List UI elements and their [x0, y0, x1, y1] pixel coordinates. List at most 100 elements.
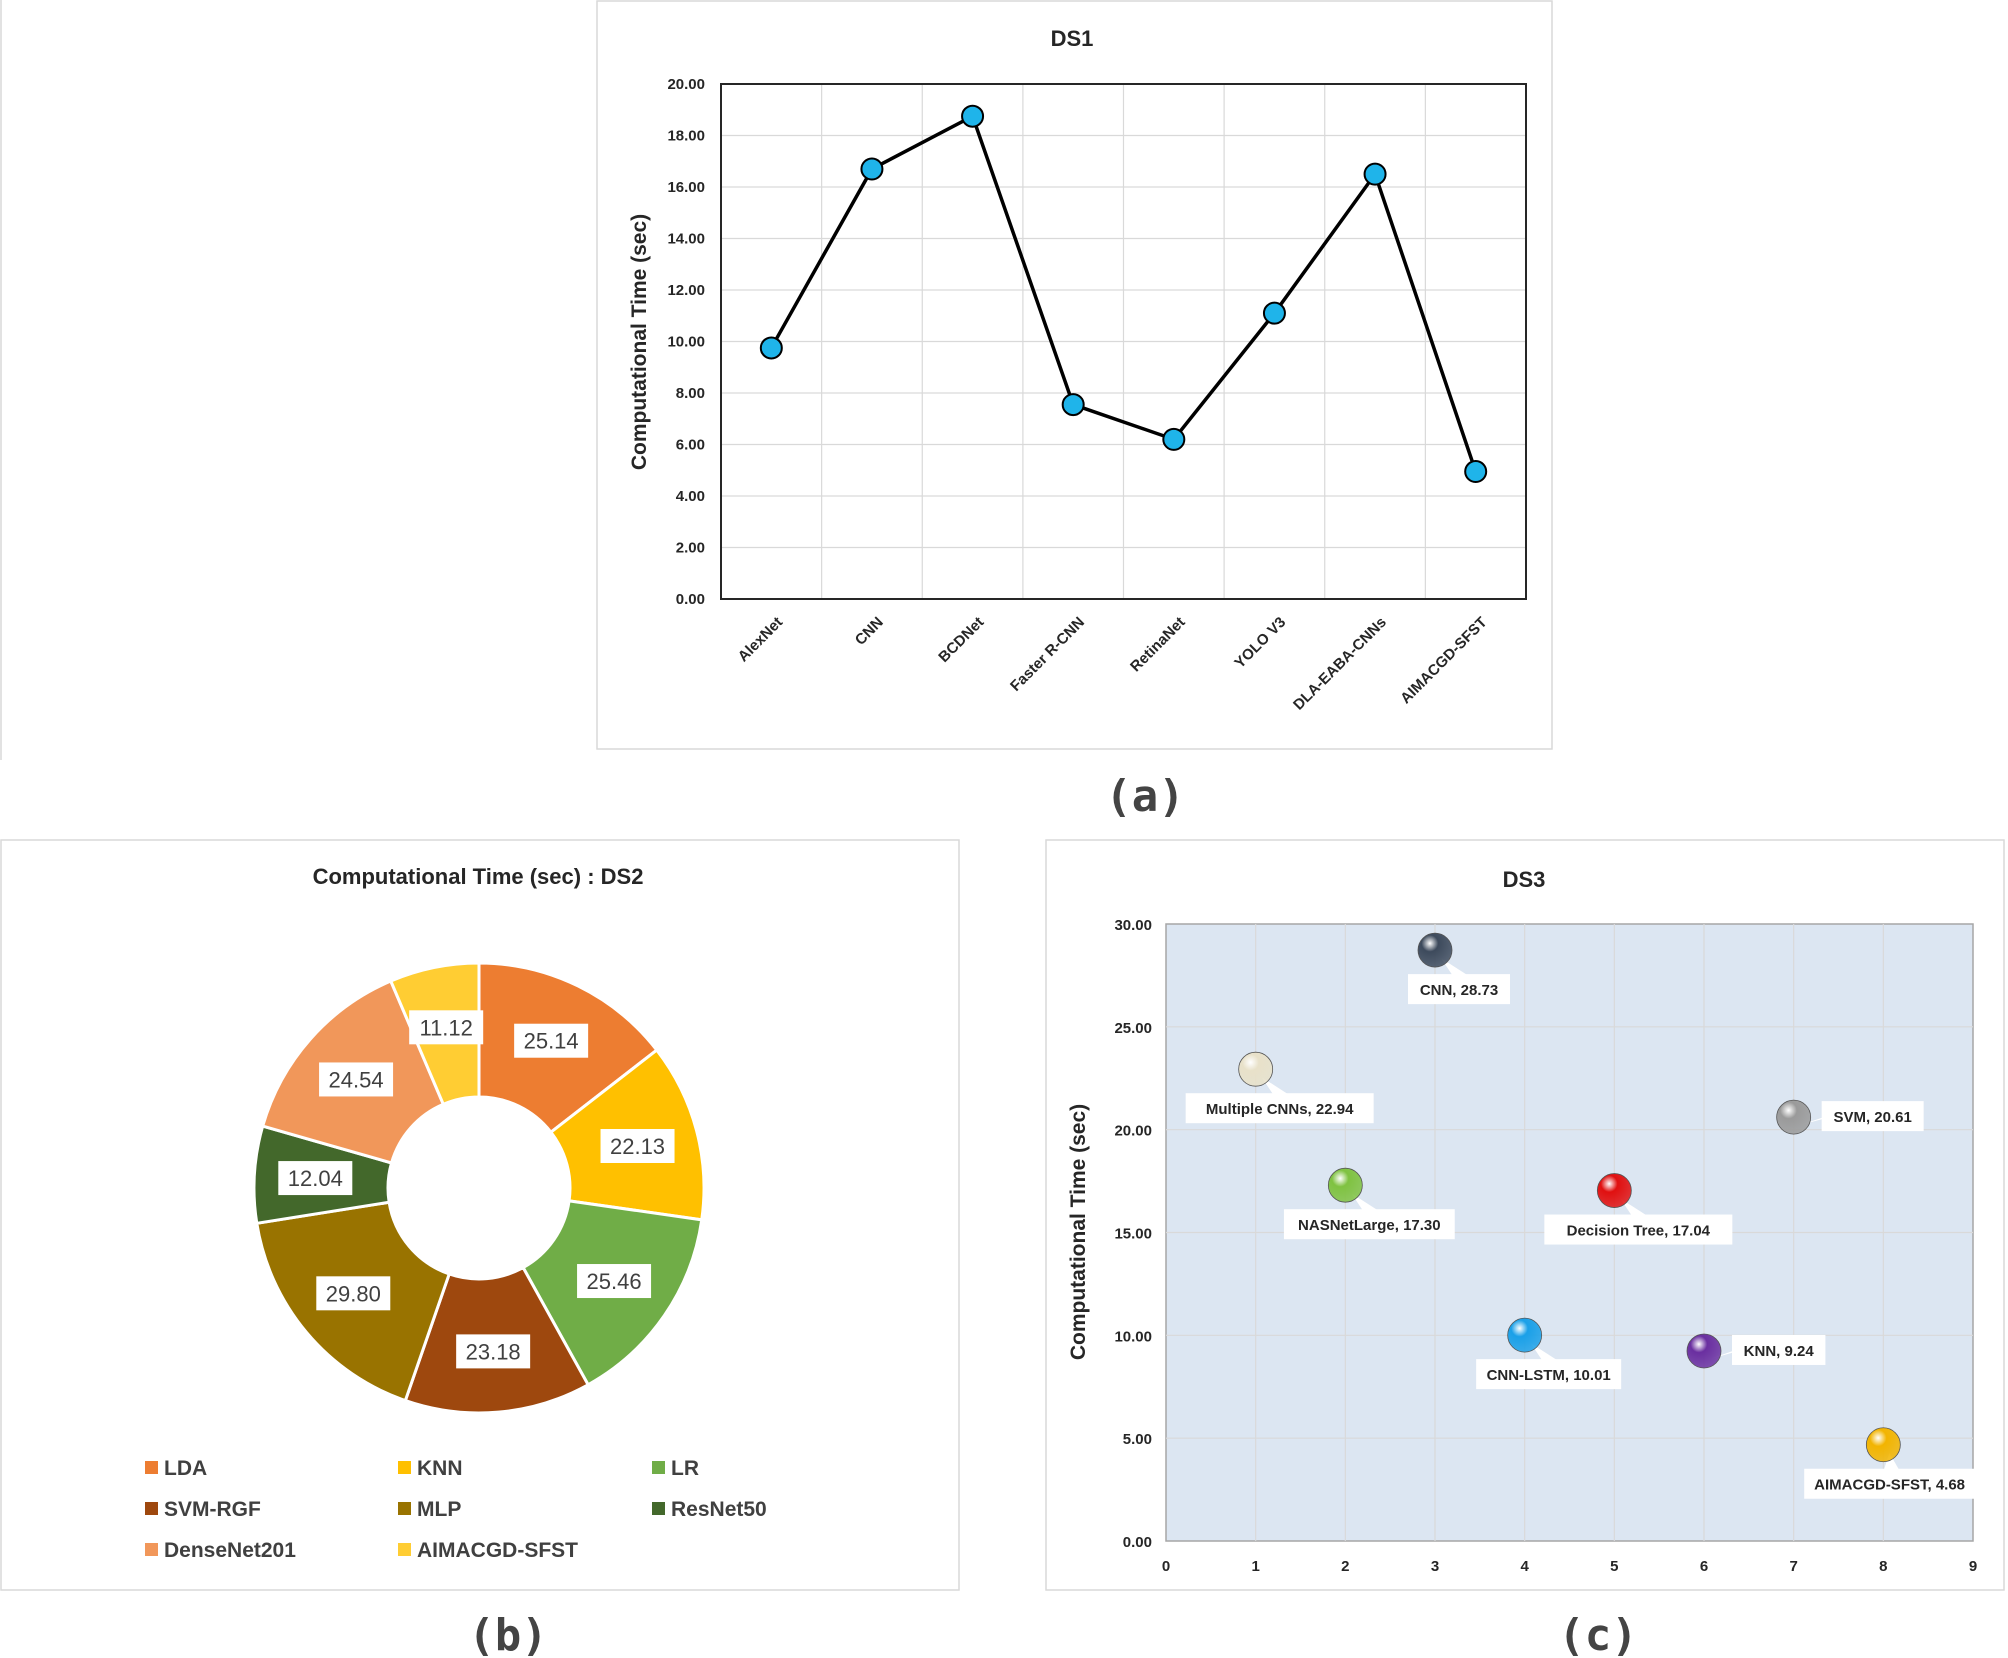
chart-b-data-labels: 25.14 22.13 25.46 23.18 29.80 12.04 24.54 11.12: [278, 1010, 675, 1369]
label-callout-pointer: [1261, 1077, 1290, 1096]
legend-swatch: [145, 1543, 158, 1556]
y-tick-label: 20.00: [1114, 1123, 1152, 1140]
y-tick-label: 6.00: [676, 437, 705, 454]
chart-b-title: Computational Time (sec) : DS2: [313, 864, 644, 889]
panel-b: Computational Time (sec) : DS2 25.14 22.1…: [0, 839, 960, 1591]
x-tick-label: 3: [1431, 1558, 1439, 1575]
data-label-box: [409, 1010, 484, 1045]
point-label: NASNetLarge, 17.30: [1298, 1217, 1441, 1234]
legend-swatch: [652, 1461, 665, 1474]
data-point: [1162, 427, 1186, 451]
data-label-box: [600, 1129, 675, 1164]
chart-a-plot-border: [720, 83, 1527, 600]
y-tick-label: 8.00: [676, 385, 705, 402]
data-point: [1507, 1317, 1543, 1353]
point-label-box: [1732, 1334, 1826, 1365]
data-point: [860, 157, 884, 181]
point-label: CNN-LSTM, 10.01: [1487, 1367, 1611, 1384]
data-point: [1238, 1051, 1274, 1087]
legend-swatch: [398, 1543, 411, 1556]
data-label-box: [514, 1023, 589, 1058]
point-label: Multiple CNNs, 22.94: [1206, 1101, 1354, 1118]
data-point: [1686, 1333, 1722, 1369]
panel-a: DS1 0.00 2.00 4.00 6.00 8.00 10.00 12.00 14.00 1…: [0, 0, 1553, 760]
legend-label: LDA: [164, 1457, 207, 1480]
x-tick-label: 5: [1610, 1558, 1618, 1575]
y-tick-label: 30.00: [1114, 917, 1152, 934]
x-tick-label: 0: [1162, 1558, 1170, 1575]
data-point: [1865, 1427, 1901, 1463]
x-tick-label: 1: [1251, 1558, 1259, 1575]
point-label: KNN, 9.24: [1744, 1343, 1815, 1360]
data-point: [1262, 301, 1286, 325]
point-label-box: [1821, 1101, 1924, 1132]
label-callout-pointer: [1620, 1198, 1649, 1217]
chart-b-legend: LDA KNN LR SVM-RGF MLP ResNet50 DenseNet201 AIM…: [145, 1457, 767, 1562]
data-point: [1464, 460, 1488, 484]
chart-a-y-ticks: 0.00 2.00 4.00 6.00 8.00 10.00 12.00 14.00 16.00…: [667, 76, 705, 608]
data-label-box: [319, 1062, 394, 1097]
legend-label: MLP: [417, 1498, 461, 1521]
x-tick-label: 9: [1969, 1558, 1977, 1575]
chart-c-y-axis-title: Computational Time (sec): [1067, 1104, 1090, 1360]
chart-a-y-axis-title: Computational Time (sec): [628, 214, 651, 470]
point-label-box: [1185, 1093, 1374, 1124]
data-label: 25.14: [524, 1029, 579, 1054]
data-label-box: [316, 1276, 391, 1311]
y-tick-label: 14.00: [667, 231, 705, 248]
data-point: [1776, 1099, 1812, 1135]
point-label: CNN, 28.73: [1420, 982, 1498, 999]
data-label-box: [456, 1334, 531, 1369]
legend-label: DenseNet201: [164, 1539, 296, 1562]
point-label-box: [1476, 1359, 1622, 1390]
data-label: 22.13: [610, 1134, 665, 1159]
y-tick-label: 25.00: [1114, 1020, 1152, 1037]
series-line: [769, 113, 1478, 473]
y-tick-label: 15.00: [1114, 1226, 1152, 1243]
chart-a-title: DS1: [1051, 26, 1094, 51]
y-tick-label: 16.00: [667, 179, 705, 196]
x-tick-label: 6: [1700, 1558, 1708, 1575]
legend-label: AIMACGD-SFST: [417, 1539, 578, 1562]
data-point: [1363, 162, 1387, 186]
data-label: 11.12: [419, 1015, 472, 1040]
data-label: 12.04: [288, 1166, 343, 1191]
data-label: 25.46: [587, 1269, 642, 1294]
legend-swatch: [398, 1461, 411, 1474]
panel-c: DS3 0.00 5.00 10.00 15.00 20.00 25.00 30.00 0 1…: [1045, 839, 2005, 1591]
data-label-box: [278, 1161, 353, 1196]
legend-label: LR: [671, 1457, 699, 1480]
y-tick-label: 10.00: [1114, 1328, 1152, 1345]
legend-label: SVM-RGF: [164, 1498, 261, 1521]
label-callout-pointer: [1441, 958, 1469, 977]
label-callout-pointer: [1351, 1193, 1380, 1212]
chart-c-y-ticks: 0.00 5.00 10.00 15.00 20.00 25.00 30.00: [1114, 917, 1152, 1551]
chart-a-grid: [721, 84, 1526, 599]
data-label: 23.18: [466, 1339, 521, 1364]
data-label: 24.54: [329, 1067, 384, 1092]
y-tick-label: 2.00: [676, 540, 705, 557]
legend-swatch: [652, 1502, 665, 1515]
legend-label: KNN: [417, 1457, 463, 1480]
data-point: [961, 104, 985, 128]
x-tick-label: 4: [1520, 1558, 1529, 1575]
point-label-box: [1544, 1214, 1733, 1245]
data-point: [1596, 1173, 1632, 1208]
legend-swatch: [145, 1461, 158, 1474]
point-label: Decision Tree, 17.04: [1567, 1223, 1711, 1240]
data-label-box: [577, 1264, 652, 1299]
panel-a-frame: [596, 0, 1553, 750]
data-point: [1417, 932, 1453, 968]
data-point: [1061, 393, 1085, 417]
x-tick-label: 8: [1879, 1558, 1887, 1575]
point-label-box: [1804, 1468, 1975, 1499]
caption-a: (a): [1105, 771, 1184, 822]
point-label-box: [1283, 1209, 1455, 1240]
chart-c-title: DS3: [1503, 867, 1546, 892]
point-label: AIMACGD-SFST, 4.68: [1814, 1477, 1965, 1494]
data-point: [1327, 1167, 1363, 1203]
caption-c: (c): [1558, 1610, 1637, 1658]
y-tick-label: 5.00: [1123, 1431, 1152, 1448]
data-label: 29.80: [326, 1281, 381, 1306]
